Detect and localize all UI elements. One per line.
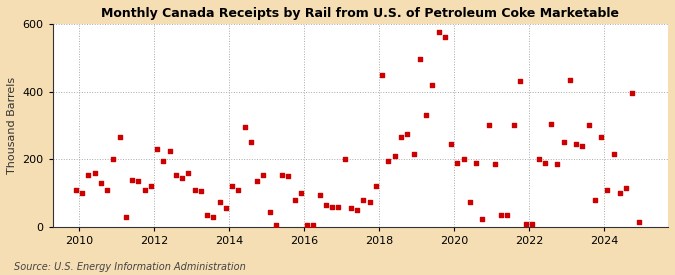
Point bbox=[545, 122, 556, 126]
Point bbox=[502, 213, 513, 217]
Point bbox=[221, 206, 232, 211]
Point bbox=[83, 172, 94, 177]
Point bbox=[189, 188, 200, 192]
Point bbox=[514, 79, 525, 84]
Point bbox=[233, 188, 244, 192]
Point bbox=[589, 198, 600, 202]
Point bbox=[408, 152, 419, 156]
Point bbox=[352, 208, 362, 212]
Y-axis label: Thousand Barrels: Thousand Barrels bbox=[7, 77, 17, 174]
Point bbox=[264, 210, 275, 214]
Point bbox=[70, 188, 81, 192]
Point bbox=[558, 140, 569, 145]
Point bbox=[583, 123, 594, 128]
Point bbox=[446, 142, 456, 146]
Point bbox=[271, 223, 281, 227]
Point bbox=[614, 191, 625, 195]
Point bbox=[327, 205, 338, 209]
Point bbox=[421, 113, 431, 117]
Point bbox=[239, 125, 250, 129]
Text: Source: U.S. Energy Information Administration: Source: U.S. Energy Information Administ… bbox=[14, 262, 245, 272]
Point bbox=[364, 199, 375, 204]
Point bbox=[283, 174, 294, 178]
Point bbox=[633, 220, 644, 224]
Point bbox=[196, 189, 207, 194]
Point bbox=[208, 215, 219, 219]
Point bbox=[433, 30, 444, 35]
Point bbox=[608, 152, 619, 156]
Point bbox=[277, 172, 288, 177]
Point bbox=[539, 161, 550, 165]
Point bbox=[127, 177, 138, 182]
Point bbox=[533, 157, 544, 161]
Point bbox=[139, 188, 150, 192]
Point bbox=[564, 78, 575, 82]
Point bbox=[458, 157, 469, 161]
Point bbox=[464, 199, 475, 204]
Point bbox=[152, 147, 163, 151]
Point bbox=[214, 199, 225, 204]
Point bbox=[164, 149, 175, 153]
Point bbox=[495, 213, 506, 217]
Point bbox=[470, 161, 481, 165]
Point bbox=[95, 181, 106, 185]
Point bbox=[602, 188, 613, 192]
Point bbox=[414, 57, 425, 62]
Point bbox=[183, 171, 194, 175]
Point bbox=[358, 198, 369, 202]
Point bbox=[227, 184, 238, 189]
Point bbox=[158, 159, 169, 163]
Point bbox=[302, 223, 313, 227]
Point bbox=[577, 144, 588, 148]
Point bbox=[627, 91, 638, 95]
Point bbox=[114, 135, 125, 139]
Title: Monthly Canada Receipts by Rail from U.S. of Petroleum Coke Marketable: Monthly Canada Receipts by Rail from U.S… bbox=[101, 7, 620, 20]
Point bbox=[258, 172, 269, 177]
Point bbox=[89, 171, 100, 175]
Point bbox=[102, 188, 113, 192]
Point bbox=[477, 216, 488, 221]
Point bbox=[427, 82, 437, 87]
Point bbox=[296, 191, 306, 195]
Point bbox=[171, 172, 182, 177]
Point bbox=[133, 179, 144, 183]
Point bbox=[571, 142, 582, 146]
Point bbox=[389, 154, 400, 158]
Point bbox=[489, 162, 500, 167]
Point bbox=[552, 162, 563, 167]
Point bbox=[120, 215, 131, 219]
Point bbox=[377, 73, 387, 77]
Point bbox=[333, 205, 344, 209]
Point bbox=[439, 35, 450, 40]
Point bbox=[315, 193, 325, 197]
Point bbox=[202, 213, 213, 217]
Point bbox=[621, 186, 632, 190]
Point bbox=[383, 159, 394, 163]
Point bbox=[596, 135, 607, 139]
Point bbox=[402, 132, 412, 136]
Point bbox=[452, 161, 462, 165]
Point bbox=[246, 140, 256, 145]
Point bbox=[252, 179, 263, 183]
Point bbox=[321, 203, 331, 207]
Point bbox=[371, 184, 381, 189]
Point bbox=[483, 123, 494, 128]
Point bbox=[108, 157, 119, 161]
Point bbox=[145, 184, 156, 189]
Point bbox=[520, 221, 531, 226]
Point bbox=[346, 206, 356, 211]
Point bbox=[177, 176, 188, 180]
Point bbox=[308, 223, 319, 227]
Point bbox=[340, 157, 350, 161]
Point bbox=[396, 135, 406, 139]
Point bbox=[527, 221, 538, 226]
Point bbox=[290, 198, 300, 202]
Point bbox=[77, 191, 88, 195]
Point bbox=[508, 123, 519, 128]
